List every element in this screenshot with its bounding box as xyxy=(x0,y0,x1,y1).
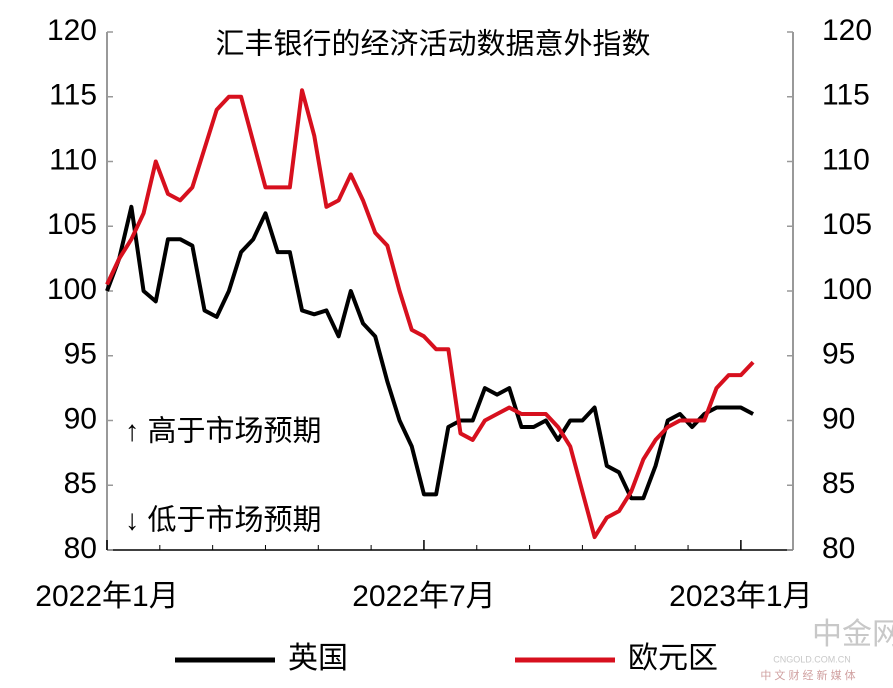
y-tick-label: 100 xyxy=(47,273,97,306)
watermark: 中金网 xyxy=(812,618,893,651)
y2-tick-label: 110 xyxy=(822,143,870,176)
y2-tick-label: 80 xyxy=(822,532,855,565)
watermark: CNGOLD.COM.CN xyxy=(773,654,851,664)
y-tick-label: 90 xyxy=(64,402,97,435)
annotation: ↓ 低于市场预期 xyxy=(125,504,322,537)
y-tick-label: 105 xyxy=(47,208,97,241)
y-tick-label: 110 xyxy=(49,143,97,176)
x-tick-label: 2022年7月 xyxy=(352,580,495,613)
x-tick-label: 2023年1月 xyxy=(669,580,812,613)
legend-label: 英国 xyxy=(288,642,348,675)
y2-tick-label: 120 xyxy=(822,14,872,47)
y-tick-label: 95 xyxy=(64,338,97,371)
chart-title: 汇丰银行的经济活动数据意外指数 xyxy=(215,28,650,61)
y2-tick-label: 85 xyxy=(822,467,855,500)
y2-tick-label: 100 xyxy=(822,273,872,306)
y2-tick-label: 90 xyxy=(822,402,855,435)
y-tick-label: 115 xyxy=(49,79,97,112)
y2-tick-label: 105 xyxy=(822,208,872,241)
y2-tick-label: 115 xyxy=(822,79,870,112)
y2-tick-label: 95 xyxy=(822,338,855,371)
legend-label: 欧元区 xyxy=(628,642,718,675)
line-series xyxy=(105,204,755,501)
y-tick-label: 120 xyxy=(47,14,97,47)
y-tick-label: 80 xyxy=(64,532,97,565)
y-tick-label: 85 xyxy=(64,467,97,500)
annotation: ↑ 高于市场预期 xyxy=(125,415,322,448)
x-tick-label: 2022年1月 xyxy=(35,580,178,613)
watermark: 中 文 财 经 新 媒 体 xyxy=(760,668,855,682)
line-series xyxy=(105,88,755,540)
